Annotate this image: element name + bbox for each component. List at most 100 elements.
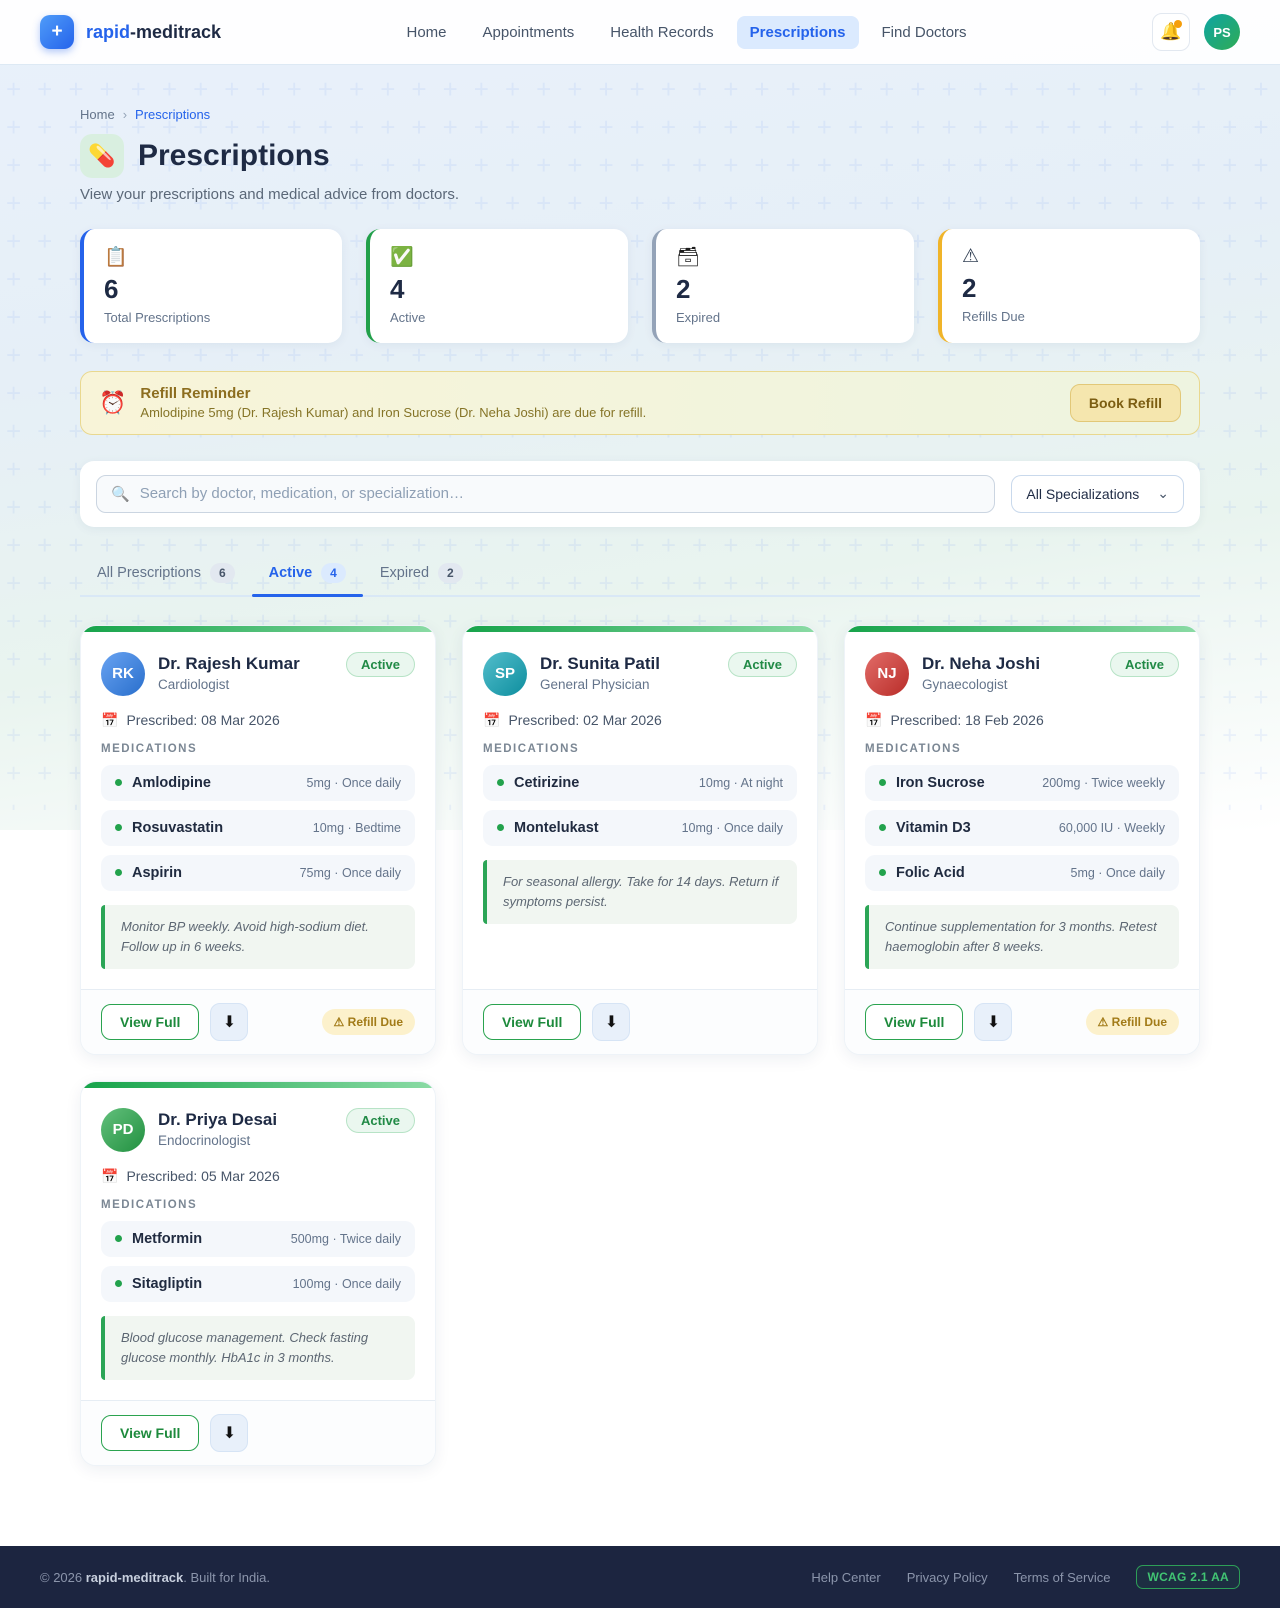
prescribed-date: Prescribed: 18 Feb 2026 (890, 712, 1044, 729)
medication-dose: 200mg · Twice weekly (1042, 775, 1165, 790)
medications-list: Cetirizine 10mg · At night Montelukast 10mg… (483, 764, 797, 846)
doctor-specialty: Endocrinologist (158, 1132, 251, 1148)
specialization-select[interactable]: All Specializations ⌄ (1011, 474, 1184, 513)
nav-item-prescriptions[interactable]: Prescriptions (736, 15, 859, 49)
advice-note: Blood glucose management. Check fasting … (101, 1315, 415, 1381)
download-button[interactable]: ⬇︎ (210, 1002, 249, 1041)
calendar-icon: 📅 (483, 711, 501, 728)
nav-item-home[interactable]: Home (406, 23, 447, 41)
specialization-select-value: All Specializations (1026, 485, 1140, 502)
copyright-prefix: © 2026 (40, 1569, 86, 1585)
refill-due-label: Refill Due (344, 1014, 403, 1029)
medication-row: Sitagliptin 100mg · Once daily (101, 1265, 415, 1302)
view-full-button[interactable]: View Full (101, 1415, 200, 1452)
prescribed-date: Prescribed: 05 Mar 2026 (126, 1168, 280, 1185)
medication-dose: 75mg · Once daily (299, 865, 401, 880)
wcag-badge: WCAG 2.1 AA (1136, 1565, 1240, 1590)
card-accent-bar (81, 1081, 435, 1088)
medication-dose: 10mg · At night (698, 775, 783, 790)
footer-link-terms-of-service[interactable]: Terms of Service (1013, 1569, 1111, 1585)
tab-all-prescriptions[interactable]: All Prescriptions 6 (80, 553, 252, 595)
doctor-name: Dr. Rajesh Kumar (158, 653, 300, 673)
bullet-dot-icon (115, 824, 122, 832)
status-badge: Active (1109, 651, 1179, 677)
medication-row: Amlodipine 5mg · Once daily (101, 764, 415, 801)
medication-name: Folic Acid (896, 864, 965, 881)
nav-item-appointments[interactable]: Appointments (482, 23, 575, 41)
medications-header: MEDICATIONS (101, 742, 198, 755)
medication-name: Sitagliptin (132, 1275, 203, 1292)
breadcrumb: Home › Prescriptions (80, 107, 1200, 122)
user-avatar[interactable]: PS (1203, 14, 1240, 50)
header-actions: 🔔 PS (1151, 13, 1240, 51)
medications-header: MEDICATIONS (483, 742, 580, 755)
tab-label: All Prescriptions (97, 564, 201, 581)
status-badge: Active (345, 651, 415, 677)
download-button[interactable]: ⬇︎ (974, 1002, 1013, 1041)
medication-dose: 10mg · Bedtime (312, 820, 401, 835)
medication-row: Cetirizine 10mg · At night (483, 764, 797, 801)
tab-label: Active (268, 564, 313, 581)
stat-label: Active (390, 309, 426, 325)
search-card: 🔍 All Specializations ⌄ (80, 460, 1200, 527)
medication-name: Rosuvastatin (132, 819, 224, 836)
main-content: Home › Prescriptions 💊 Prescriptions Vie… (80, 65, 1200, 1467)
footer-link-help-center[interactable]: Help Center (811, 1569, 881, 1585)
app-header: + rapid-meditrack Home Appointments Health… (0, 0, 1280, 65)
stat-value: 2 (962, 273, 977, 303)
medication-dose: 500mg · Twice daily (290, 1231, 401, 1246)
prescription-card: NJ Dr. Neha Joshi Gynaecologist Active 📅 Pres… (844, 624, 1200, 1055)
notification-dot (1173, 20, 1182, 28)
medication-dose: 5mg · Once daily (306, 775, 401, 790)
nav-item-find-doctors[interactable]: Find Doctors (881, 23, 967, 41)
medication-row: Rosuvastatin 10mg · Bedtime (101, 809, 415, 846)
download-button[interactable]: ⬇︎ (210, 1414, 249, 1453)
view-full-button[interactable]: View Full (483, 1003, 582, 1040)
medication-dose: 5mg · Once daily (1070, 865, 1165, 880)
medications-list: Metformin 500mg · Twice daily Sitagliptin 1… (101, 1220, 415, 1302)
breadcrumb-home-link[interactable]: Home (80, 107, 115, 122)
nav-item-health-records[interactable]: Health Records (610, 23, 714, 41)
tabs: All Prescriptions 6 Active 4 Expired 2 (80, 553, 1200, 597)
status-badge: Active (345, 1107, 415, 1133)
medications-list: Amlodipine 5mg · Once daily Rosuvastatin 10… (101, 764, 415, 891)
tab-active[interactable]: Active 4 (251, 553, 364, 597)
archive-box-icon: 🗃 (676, 247, 701, 268)
refill-due-badge: ⚠︎ Refill Due (1085, 1008, 1179, 1035)
tab-expired[interactable]: Expired 2 (363, 553, 480, 595)
search-input[interactable] (139, 485, 981, 503)
tab-count-badge: 6 (209, 562, 235, 583)
medication-name: Montelukast (514, 819, 599, 836)
view-full-button[interactable]: View Full (101, 1003, 200, 1040)
view-full-button[interactable]: View Full (865, 1003, 964, 1040)
warning-icon: ⚠︎ (1097, 1014, 1109, 1029)
stat-label: Refills Due (962, 308, 1025, 324)
stat-card: ⚠︎ 2 Refills Due (938, 229, 1200, 343)
footer-copyright: © 2026 rapid-meditrack. Built for India. (40, 1570, 270, 1585)
download-button[interactable]: ⬇︎ (592, 1002, 631, 1041)
download-icon: ⬇︎ (604, 1013, 619, 1031)
medication-name: Cetirizine (514, 774, 580, 791)
prescription-card: SP Dr. Sunita Patil General Physician Activ… (462, 624, 818, 1055)
pill-icon: 💊 (80, 134, 124, 178)
advice-note: Continue supplementation for 3 months. R… (865, 904, 1179, 969)
main-nav: Home Appointments Health Records Prescripti… (394, 15, 980, 49)
card-accent-bar (463, 625, 817, 632)
breadcrumb-current-link[interactable]: Prescriptions (135, 107, 211, 122)
alarm-clock-icon: ⏰ (99, 389, 127, 415)
footer-link-privacy-policy[interactable]: Privacy Policy (906, 1569, 988, 1585)
medication-row: Metformin 500mg · Twice daily (101, 1220, 415, 1257)
medications-header: MEDICATIONS (101, 1198, 198, 1211)
bullet-dot-icon (879, 824, 886, 832)
refill-due-label: Refill Due (1108, 1014, 1167, 1029)
medication-row: Folic Acid 5mg · Once daily (865, 854, 1179, 891)
clipboard-icon: 📋 (104, 247, 128, 268)
book-refill-button[interactable]: Book Refill (1069, 383, 1181, 422)
brand-logo-link[interactable]: + rapid-meditrack (40, 15, 221, 49)
medication-row: Montelukast 10mg · Once daily (483, 809, 797, 846)
bullet-dot-icon (879, 779, 886, 787)
tab-count-badge: 2 (438, 562, 463, 583)
prescription-card: RK Dr. Rajesh Kumar Cardiologist Active 📅 Pre… (80, 624, 436, 1055)
notifications-button[interactable]: 🔔 (1151, 13, 1190, 51)
bullet-dot-icon (115, 1280, 122, 1288)
